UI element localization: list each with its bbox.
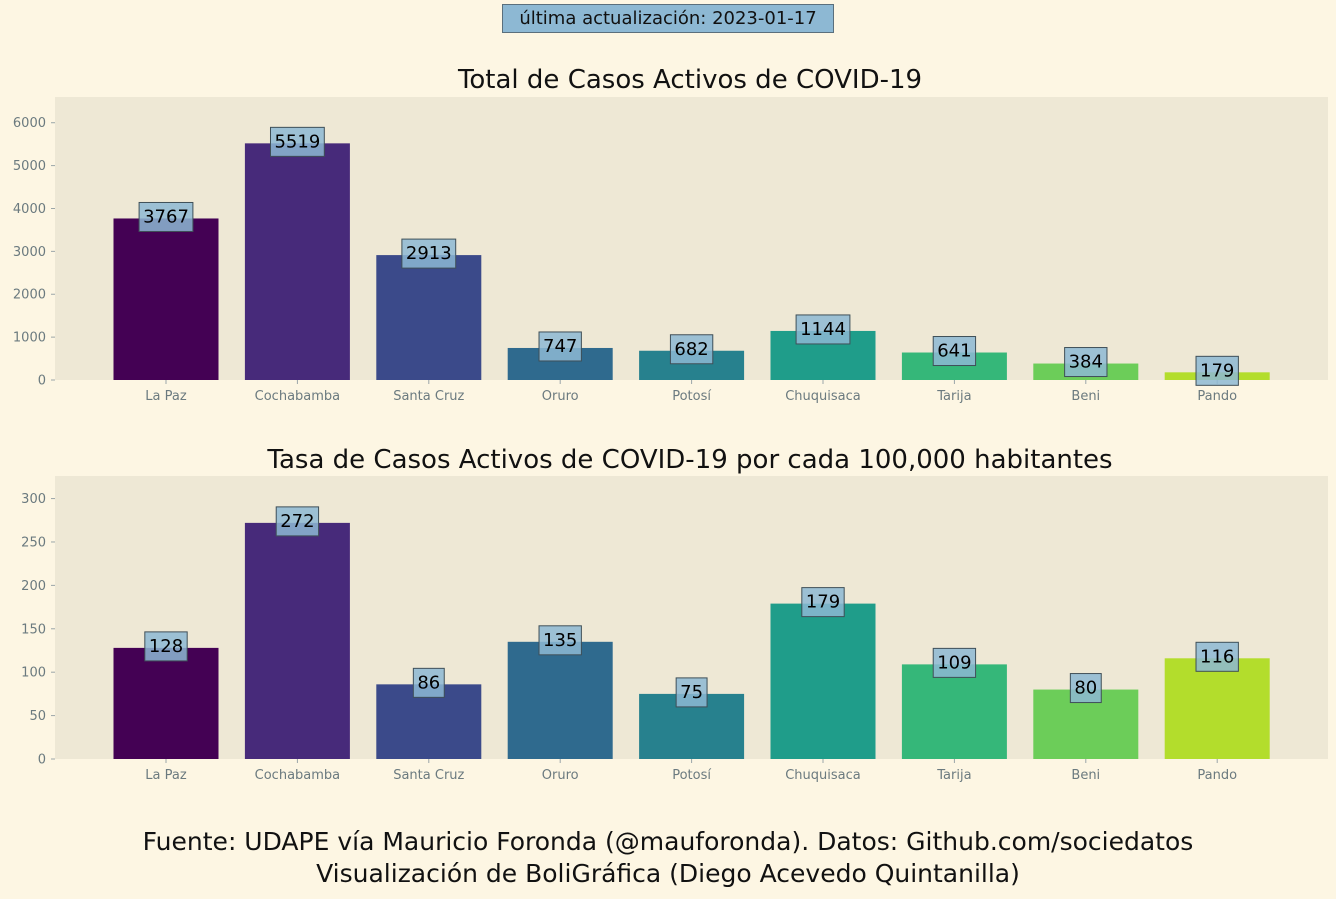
x-tick-label: Beni (1071, 768, 1100, 783)
value-label-box (401, 238, 457, 269)
value-label: 116 (1200, 646, 1234, 667)
y-tick-label: 6000 (13, 116, 46, 131)
value-label: 5519 (274, 131, 320, 152)
bar (244, 143, 350, 380)
value-label-box (412, 667, 445, 698)
value-label: 682 (674, 339, 708, 360)
value-label: 179 (1200, 360, 1234, 381)
y-tick-label: 1000 (13, 331, 46, 346)
value-label-box (1195, 355, 1239, 386)
bar (1164, 658, 1270, 759)
value-label: 1144 (800, 319, 846, 340)
value-label: 179 (806, 592, 840, 613)
bar (901, 664, 1007, 759)
x-tick-label: Oruro (542, 389, 579, 404)
value-label: 109 (937, 652, 971, 673)
value-label-box (144, 631, 188, 662)
y-tick-label: 3000 (13, 245, 46, 260)
y-tick-label: 200 (21, 579, 46, 594)
x-tick-label: Santa Cruz (393, 768, 464, 783)
value-label-box (669, 334, 714, 365)
bar (244, 522, 350, 759)
value-label: 384 (1069, 352, 1103, 373)
value-label-box (538, 331, 582, 362)
value-label: 135 (543, 630, 577, 651)
bar (507, 641, 613, 759)
chart-title: Total de Casos Activos de COVID-19 (457, 65, 922, 95)
value-label-box (1195, 641, 1239, 672)
total-active-cases-chart: Total de Casos Activos de COVID-19 0 1000 2… (13, 65, 1328, 404)
bar (113, 218, 219, 380)
x-tick-label: La Paz (145, 768, 187, 783)
x-tick-label: La Paz (145, 389, 187, 404)
y-tick-label: 2000 (13, 288, 46, 303)
value-label-box (269, 126, 325, 157)
x-tick-label: Santa Cruz (393, 389, 464, 404)
x-tick-label: Cochabamba (255, 389, 340, 404)
value-label: 2913 (406, 243, 452, 264)
y-tick-label: 50 (29, 709, 46, 724)
y-tick-label: 0 (38, 374, 46, 389)
y-tick-label: 4000 (13, 202, 46, 217)
chart-title: Tasa de Casos Activos de COVID-19 por ca… (266, 445, 1112, 475)
x-tick-label: Beni (1071, 389, 1100, 404)
value-label-box (538, 625, 582, 656)
value-label-box (801, 587, 845, 618)
value-label-box (275, 506, 320, 537)
value-label: 75 (680, 682, 703, 703)
source-caption: Fuente: UDAPE vía Mauricio Foronda (@mau… (0, 826, 1336, 890)
value-label-box (1064, 347, 1108, 378)
source-line: Fuente: UDAPE vía Mauricio Foronda (@mau… (142, 827, 1194, 856)
bar (376, 255, 482, 380)
value-label: 272 (280, 511, 314, 532)
active-cases-rate-chart: Tasa de Casos Activos de COVID-19 por ca… (21, 445, 1328, 783)
value-label: 80 (1074, 678, 1097, 699)
x-tick-label: Pando (1197, 768, 1237, 783)
x-tick-label: Chuquisaca (785, 768, 861, 783)
y-tick-label: 150 (21, 622, 46, 637)
bar (770, 603, 876, 759)
value-label: 128 (149, 636, 183, 657)
x-tick-label: Tarija (936, 389, 971, 404)
value-label-box (932, 647, 977, 678)
y-tick-label: 300 (21, 492, 46, 507)
x-tick-label: Chuquisaca (785, 389, 861, 404)
x-tick-label: Oruro (542, 768, 579, 783)
x-tick-label: Tarija (936, 768, 971, 783)
y-tick-label: 0 (38, 753, 46, 768)
y-tick-label: 250 (21, 535, 46, 550)
x-tick-label: Cochabamba (255, 768, 340, 783)
value-label-box (795, 314, 851, 345)
credit-line: Visualización de BoliGráfica (Diego Acev… (316, 859, 1020, 888)
y-tick-label: 5000 (13, 159, 46, 174)
value-label: 747 (543, 336, 577, 357)
value-label-box (932, 336, 977, 367)
x-tick-label: Potosí (672, 768, 711, 783)
y-tick-label: 100 (21, 666, 46, 681)
value-label: 86 (417, 672, 440, 693)
value-label: 641 (937, 341, 971, 362)
value-label-box (675, 677, 708, 708)
value-label-box (1069, 673, 1102, 704)
value-label: 3767 (143, 206, 189, 227)
last-update-badge: última actualización: 2023-01-17 (502, 4, 834, 33)
x-tick-label: Potosí (672, 389, 711, 404)
bar (113, 647, 219, 759)
x-tick-label: Pando (1197, 389, 1237, 404)
value-label-box (138, 201, 194, 232)
